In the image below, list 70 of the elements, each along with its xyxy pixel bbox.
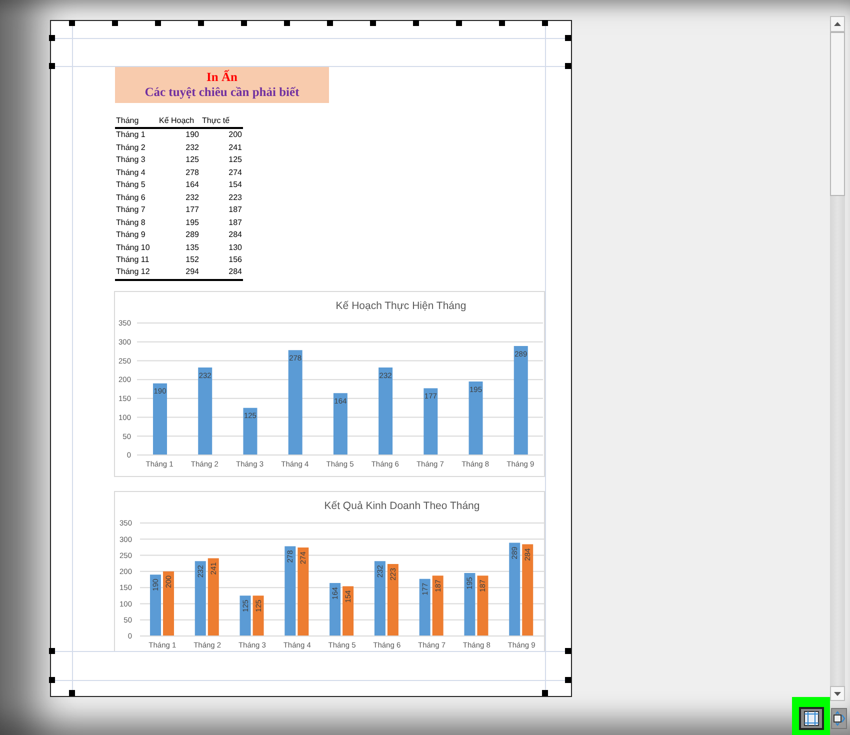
chart-title: Kế Hoạch Thực Hiện Tháng (336, 300, 466, 312)
bar (333, 393, 348, 455)
data-label: 200 (228, 129, 243, 142)
bar (163, 571, 174, 636)
bar (240, 596, 251, 636)
bar (468, 381, 483, 455)
data-label: 152 (184, 254, 200, 266)
bar (342, 586, 354, 636)
data-label: 274 (228, 166, 243, 179)
bar (208, 558, 219, 636)
category-label: Tháng 8 (115, 216, 146, 229)
text: In Ấn (206, 70, 238, 85)
data-label: 135 (184, 242, 200, 254)
bar (477, 576, 488, 636)
bar (374, 561, 386, 636)
bar (198, 368, 212, 455)
bar (509, 542, 520, 636)
data-label: 177 (184, 204, 200, 216)
text: Các tuyệt chiêu cần phải biết (144, 85, 300, 100)
data-label: 241 (228, 142, 243, 154)
bar (150, 574, 161, 636)
chart-title: Kết Quả Kinh Doanh Theo Tháng (324, 500, 480, 512)
bar (424, 388, 438, 455)
data-label: 130 (228, 242, 243, 254)
data-label: 278 (184, 166, 200, 179)
text: Kế Hoạch (158, 115, 196, 127)
bar (387, 564, 398, 636)
bar (284, 546, 296, 636)
data-label: 187 (228, 216, 243, 229)
bar (378, 368, 393, 455)
bar (522, 544, 534, 636)
data-label: 154 (228, 179, 243, 192)
category-label: Tháng 3 (115, 154, 146, 166)
bar (330, 583, 341, 636)
category-label: Tháng 6 (115, 192, 146, 204)
bar (432, 576, 444, 636)
bar (153, 383, 167, 455)
category-label: Tháng 9 (115, 229, 146, 242)
data-label: 223 (228, 192, 243, 204)
bar (514, 346, 528, 455)
data-label: 195 (184, 216, 200, 229)
data-label: 156 (228, 254, 243, 266)
text: Tháng (115, 115, 140, 127)
category-label: Tháng 2 (115, 142, 146, 154)
data-label: 164 (184, 179, 200, 192)
category-label: Tháng 10 (115, 242, 151, 254)
category-label: Tháng 12 (115, 266, 151, 278)
bar (419, 578, 430, 636)
category-label: Tháng 5 (115, 179, 146, 192)
bar (252, 596, 264, 636)
data-label: 232 (184, 142, 200, 154)
data-label: 232 (184, 192, 200, 204)
data-label: 125 (184, 154, 200, 166)
data-label: 294 (184, 266, 200, 278)
data-label: 289 (184, 229, 200, 242)
data-label: 190 (184, 129, 200, 142)
category-label: Tháng 1 (115, 129, 146, 142)
category-label: Tháng 7 (115, 204, 146, 216)
bar (288, 350, 302, 455)
data-label: 284 (228, 266, 243, 278)
data-label: 125 (228, 154, 243, 166)
data-label: 284 (228, 229, 243, 242)
bar (464, 573, 476, 636)
bar (298, 548, 309, 636)
bar (194, 561, 206, 636)
category-label: Tháng 11 (115, 254, 150, 266)
data-label: 187 (228, 204, 243, 216)
text: Thực tế (201, 115, 231, 127)
category-label: Tháng 4 (115, 166, 146, 179)
bar (243, 408, 258, 455)
